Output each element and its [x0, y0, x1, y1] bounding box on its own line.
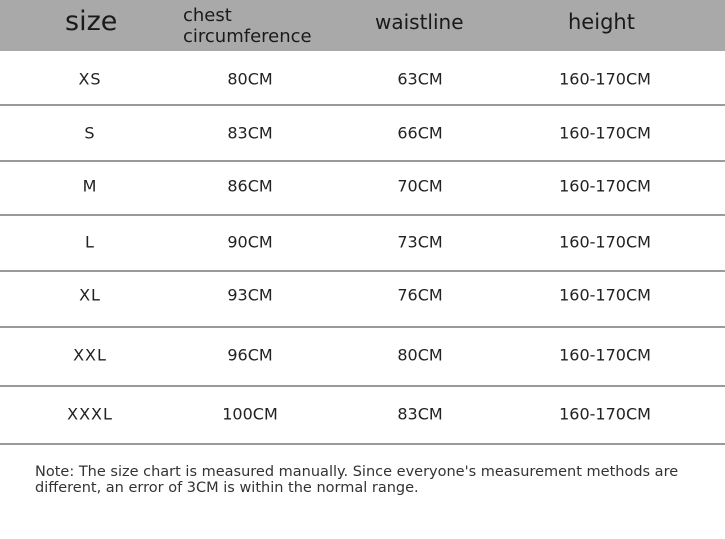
row-divider: [0, 214, 725, 216]
cell-chest: 100CM: [222, 404, 278, 424]
cell-chest: 96CM: [227, 345, 273, 365]
row-divider: [0, 160, 725, 162]
cell-waist: 70CM: [397, 176, 443, 196]
header-waistline: waistline: [375, 10, 464, 34]
cell-height: 160-170CM: [559, 69, 651, 89]
cell-size: M: [82, 176, 98, 196]
header-height: height: [568, 10, 635, 34]
row-divider: [0, 443, 725, 445]
cell-height: 160-170CM: [559, 123, 651, 143]
cell-size: XXL: [73, 345, 107, 365]
cell-size: XL: [79, 285, 101, 305]
cell-waist: 80CM: [397, 345, 443, 365]
measurement-note: Note: The size chart is measured manuall…: [35, 464, 679, 496]
row-divider: [0, 104, 725, 106]
cell-chest: 80CM: [227, 69, 273, 89]
header-chest-line1: chest: [183, 5, 232, 26]
cell-waist: 63CM: [397, 69, 443, 89]
cell-height: 160-170CM: [559, 176, 651, 196]
cell-size: S: [84, 123, 96, 143]
header-chest-line2: circumference: [183, 26, 312, 47]
row-divider: [0, 270, 725, 272]
cell-size: XXXL: [67, 404, 113, 424]
cell-waist: 83CM: [397, 404, 443, 424]
cell-waist: 73CM: [397, 232, 443, 252]
row-divider: [0, 326, 725, 328]
table-header: size chest circumference waistline heigh…: [0, 0, 725, 51]
cell-height: 160-170CM: [559, 404, 651, 424]
header-size: size: [65, 6, 118, 37]
cell-height: 160-170CM: [559, 232, 651, 252]
cell-height: 160-170CM: [559, 345, 651, 365]
cell-waist: 76CM: [397, 285, 443, 305]
cell-size: XS: [78, 69, 102, 89]
cell-chest: 90CM: [227, 232, 273, 252]
cell-height: 160-170CM: [559, 285, 651, 305]
row-divider: [0, 385, 725, 387]
cell-waist: 66CM: [397, 123, 443, 143]
cell-chest: 93CM: [227, 285, 273, 305]
cell-size: L: [85, 232, 95, 252]
cell-chest: 83CM: [227, 123, 273, 143]
cell-chest: 86CM: [227, 176, 273, 196]
